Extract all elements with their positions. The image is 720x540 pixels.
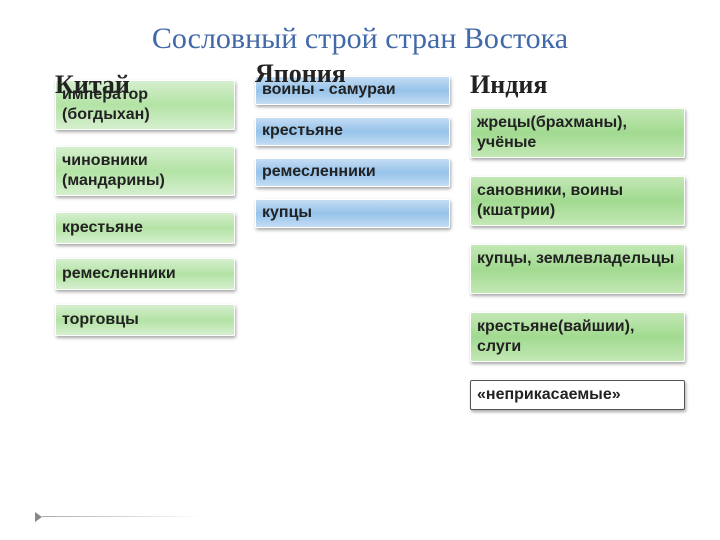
- china-box-2: крестьяне: [55, 212, 235, 244]
- india-box-4: «неприкасаемые»: [470, 380, 685, 410]
- japan-boxes: воины - самураи крестьяне ремесленники к…: [255, 76, 450, 240]
- china-box-3: ремесленники: [55, 258, 235, 290]
- column-india-heading: Индия: [470, 71, 685, 100]
- japan-box-1: крестьяне: [255, 117, 450, 146]
- china-boxes: император (богдыхан) чиновники (мандарин…: [55, 80, 235, 350]
- columns-container: Китай император (богдыхан) чиновники (ма…: [0, 56, 720, 428]
- footer-arrow-icon: [35, 512, 42, 522]
- column-china-heading: Китай: [55, 71, 235, 100]
- india-box-1: сановники, воины (кшатрии): [470, 176, 685, 226]
- china-box-1: чиновники (мандарины): [55, 146, 235, 196]
- column-china: Китай император (богдыхан) чиновники (ма…: [55, 71, 235, 350]
- japan-box-2: ремесленники: [255, 158, 450, 187]
- slide-title: Сословный строй стран Востока: [0, 0, 720, 56]
- japan-box-3: купцы: [255, 199, 450, 228]
- column-japan-heading: Япония: [255, 60, 450, 89]
- column-japan: Япония воины - самураи крестьяне ремесле…: [255, 60, 450, 240]
- footer-rule: [42, 516, 202, 517]
- india-box-2: купцы, землевладельцы: [470, 244, 685, 294]
- india-box-3: крестьяне(вайшии), слуги: [470, 312, 685, 362]
- china-box-4: торговцы: [55, 304, 235, 336]
- india-boxes: жрецы(брахманы), учёные сановники, воины…: [470, 108, 685, 428]
- column-india: Индия жрецы(брахманы), учёные сановники,…: [470, 71, 685, 428]
- india-box-0: жрецы(брахманы), учёные: [470, 108, 685, 158]
